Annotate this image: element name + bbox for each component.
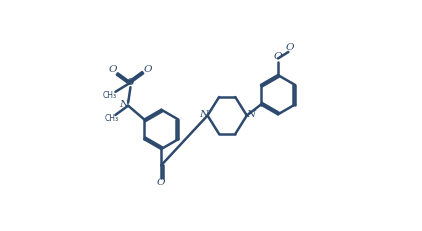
Text: O: O [157,179,165,187]
Text: O: O [285,43,294,52]
Text: O: O [109,65,117,74]
Text: O: O [274,52,282,61]
Text: N: N [246,110,256,119]
Text: N: N [119,100,129,109]
Text: O: O [143,65,152,74]
Text: S: S [127,78,134,87]
Text: CH₃: CH₃ [104,114,118,123]
Text: CH₃: CH₃ [103,91,117,100]
Text: N: N [199,110,208,119]
